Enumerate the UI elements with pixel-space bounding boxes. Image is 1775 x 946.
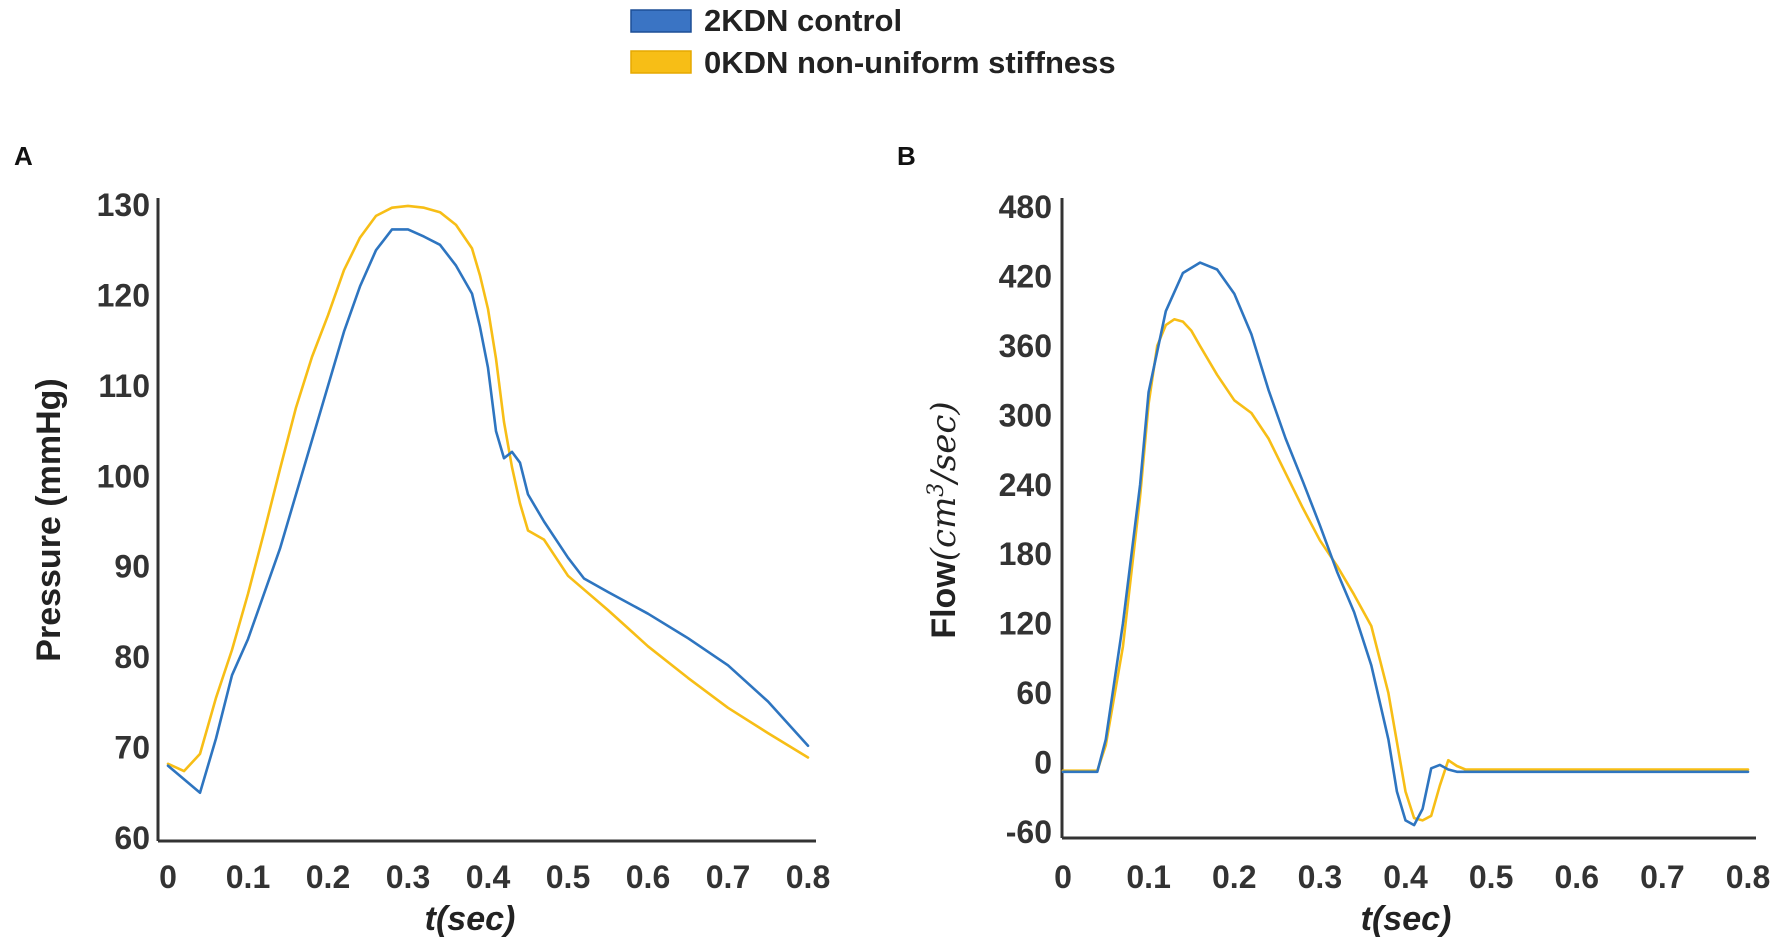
pressure-ytick-label: 100 (97, 458, 150, 494)
flow-ytick-label: 300 (999, 397, 1052, 433)
pressure-y-title: Pressure (mmHg) (30, 378, 68, 661)
pressure-series-nonuniform-line (166, 204, 810, 773)
pressure-ytick-label: 60 (114, 820, 150, 856)
pressure-xtick-label: 0.4 (466, 859, 511, 895)
flow-xtick-label: 0.1 (1126, 859, 1170, 895)
flow-ytick-label: 420 (999, 258, 1052, 294)
flow-series-control-line (1061, 261, 1750, 827)
flow-ytick-label: 180 (999, 536, 1052, 572)
panel-label-a: A (14, 141, 33, 171)
pressure-ytick-label: 120 (97, 277, 150, 313)
flow-xtick-label: 0.5 (1469, 859, 1513, 895)
pressure-xtick-label: 0.2 (306, 859, 350, 895)
legend: 2KDN control 0KDN non-uniform stiffness (630, 3, 1116, 80)
flow-xtick-label: 0 (1054, 859, 1072, 895)
flow-ytick-label: -60 (1006, 814, 1052, 850)
flow-series-nonuniform-line (1061, 317, 1750, 822)
pressure-xtick-label: 0.1 (226, 859, 270, 895)
pressure-xtick-label: 0.8 (786, 859, 830, 895)
flow-ytick-label: 120 (999, 606, 1052, 642)
pressure-ytick-label: 80 (114, 639, 150, 675)
flow-x-title: t(sec) (1361, 900, 1452, 938)
legend-swatch-control (630, 9, 692, 33)
flow-ytick-label: 0 (1034, 745, 1052, 781)
pressure-series-control-line (166, 228, 810, 795)
pressure-x-title: t(sec) (425, 900, 516, 938)
flow-xtick-label: 0.8 (1726, 859, 1770, 895)
pressure-xtick-label: 0.5 (546, 859, 590, 895)
flow-ytick-label: 240 (999, 467, 1052, 503)
flow-ytick-label: 60 (1016, 675, 1052, 711)
pressure-xtick-label: 0.3 (386, 859, 430, 895)
pressure-ytick-label: 90 (114, 549, 150, 585)
flow-xtick-label: 0.2 (1212, 859, 1256, 895)
pressure-chart: 60 70 80 90 100 110 120 130 0 0.1 0.2 0.3 0.4 0.5 0.6 0… (30, 187, 830, 938)
pressure-ytick-label: 130 (97, 187, 150, 223)
flow-xtick-label: 0.7 (1640, 859, 1684, 895)
flow-xtick-label: 0.4 (1383, 859, 1428, 895)
pressure-ytick-label: 110 (98, 368, 150, 404)
legend-label-nonuniform: 0KDN non-uniform stiffness (704, 45, 1116, 80)
flow-xtick-label: 0.6 (1555, 859, 1599, 895)
legend-label-control: 2KDN control (704, 3, 902, 38)
pressure-xtick-label: 0.7 (706, 859, 750, 895)
pressure-ytick-label: 70 (114, 730, 150, 766)
flow-ytick-label: 480 (999, 189, 1052, 225)
flow-ytick-label: 360 (999, 328, 1052, 364)
flow-xtick-label: 0.3 (1298, 859, 1342, 895)
legend-swatch-nonuniform (630, 50, 692, 74)
pressure-xtick-label: 0.6 (626, 859, 670, 895)
panel-label-b: B (897, 141, 916, 171)
flow-y-title: Flow(cm3/sec) (924, 401, 965, 638)
pressure-xtick-label: 0 (159, 859, 177, 895)
